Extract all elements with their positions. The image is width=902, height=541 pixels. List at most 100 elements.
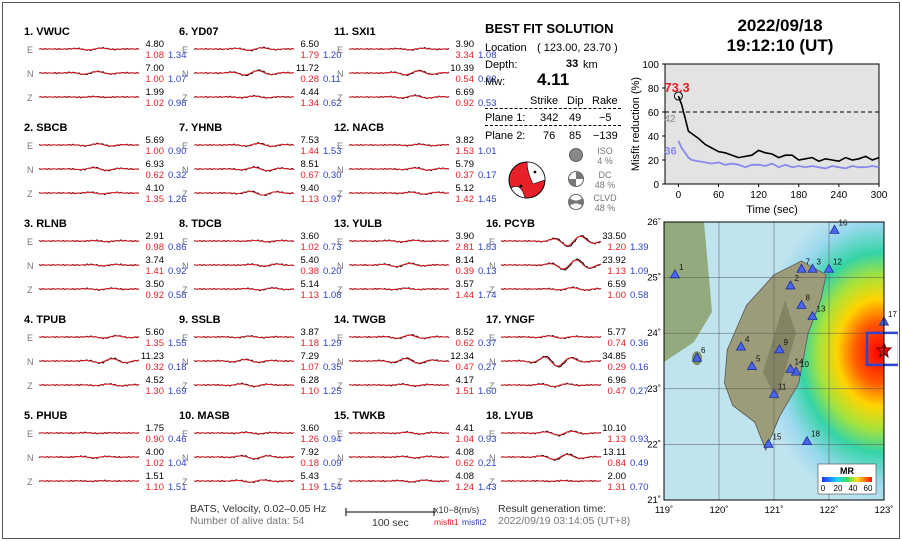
component-label: N bbox=[27, 453, 34, 463]
synthetic-trace bbox=[39, 96, 139, 98]
misfit2-value: 0.90 bbox=[168, 146, 187, 157]
component-label: N bbox=[337, 453, 344, 463]
misfit2-value: 0.98 bbox=[168, 98, 187, 109]
component-label: E bbox=[182, 333, 188, 343]
misfit1-value: 0.39 bbox=[456, 266, 475, 277]
misfit1-value: 1.34 bbox=[301, 98, 320, 109]
component-label: N bbox=[182, 165, 189, 175]
component-label: N bbox=[27, 357, 34, 367]
mr-colorbar-tick: 40 bbox=[849, 484, 858, 493]
peak-amplitude: 6.69 bbox=[456, 87, 475, 98]
component-label: E bbox=[182, 237, 188, 247]
station-label: 15 bbox=[773, 432, 782, 441]
peak-amplitude: 4.41 bbox=[456, 423, 475, 434]
component-label: E bbox=[182, 45, 188, 55]
synthetic-trace bbox=[349, 191, 450, 195]
peak-amplitude: 6.96 bbox=[608, 375, 627, 386]
time-scale-bar bbox=[345, 508, 435, 516]
synthetic-trace bbox=[194, 70, 294, 76]
station-triangle bbox=[801, 435, 813, 446]
misfit2-value: 1.29 bbox=[323, 338, 342, 349]
peak-amplitude: 33.50 bbox=[602, 231, 626, 242]
misfit1-value: 1.44 bbox=[456, 290, 475, 301]
plane2-dip: 85 bbox=[569, 130, 582, 142]
misfit1-value: 2.81 bbox=[456, 242, 475, 253]
result-label: Result generation time: bbox=[498, 503, 606, 515]
misfit1-value: 1.44 bbox=[301, 146, 320, 157]
peak-amplitude: 13.11 bbox=[603, 447, 626, 458]
synthetic-trace bbox=[501, 383, 601, 388]
y-tick-label: 80 bbox=[648, 84, 660, 95]
station-label: 13 bbox=[817, 305, 826, 314]
best-fit-title: BEST FIT SOLUTION bbox=[485, 21, 614, 36]
longitude-label: 123˚ bbox=[874, 505, 893, 516]
component-label: E bbox=[337, 429, 343, 439]
misfit2-value: 1.26 bbox=[168, 194, 187, 205]
station-triangle bbox=[807, 263, 818, 273]
misfit2-value: 0.46 bbox=[168, 434, 187, 445]
synthetic-trace bbox=[501, 356, 601, 367]
component-label: N bbox=[27, 165, 34, 175]
depth-unit: km bbox=[583, 59, 598, 71]
component-label: N bbox=[489, 453, 496, 463]
station-name: 18. LYUB bbox=[486, 410, 533, 422]
station-triangle bbox=[796, 299, 807, 309]
component-label: N bbox=[27, 261, 34, 271]
latitude-label: 26˚ bbox=[647, 218, 661, 228]
station-panel: 10. MASB E 3.601.26 0.94 N 7.920.18 0.09 Z 5.431… bbox=[179, 410, 342, 493]
misfit1-value: 0.84 bbox=[608, 458, 627, 469]
component-label: N bbox=[489, 261, 496, 271]
station-panel: 9. SSLB E 3.871.18 1.29 N 7.291.07 0.35 Z 6.281.… bbox=[179, 314, 342, 397]
station-label: 5 bbox=[756, 355, 761, 364]
peak-amplitude: 9.40 bbox=[301, 183, 320, 194]
station-triangle bbox=[829, 224, 840, 234]
misfit2-value: 0.86 bbox=[168, 242, 187, 253]
misfit1-value: 1.02 bbox=[301, 242, 320, 253]
station-name: 1. VWUC bbox=[24, 26, 70, 38]
latitude-label: 23˚ bbox=[647, 384, 661, 395]
synthetic-trace bbox=[194, 95, 294, 99]
synthetic-trace bbox=[349, 167, 450, 171]
component-label: N bbox=[337, 69, 344, 79]
synthetic-trace bbox=[501, 287, 602, 291]
unit-label: x10−8(m/s) bbox=[434, 505, 480, 515]
peak-amplitude: 3.82 bbox=[456, 135, 475, 146]
misfit2-value: 0.32 bbox=[168, 170, 187, 181]
x-tick-label: 60 bbox=[713, 190, 725, 201]
clvd-label: CLVD 48 % bbox=[593, 193, 617, 213]
component-label: Z bbox=[182, 285, 188, 295]
component-label: Z bbox=[489, 477, 495, 487]
synthetic-trace bbox=[349, 455, 450, 459]
secondary-reduction-line bbox=[677, 140, 880, 170]
component-label: N bbox=[182, 261, 189, 271]
misfit1-value: 1.18 bbox=[301, 338, 320, 349]
component-label: E bbox=[182, 429, 188, 439]
synthetic-trace bbox=[349, 95, 450, 99]
component-label: E bbox=[337, 333, 343, 343]
station-name: 10. MASB bbox=[179, 410, 230, 422]
station-panel: 4. TPUB E 5.601.35 1.55 N 11.230.32 0.18 Z 4.521… bbox=[24, 314, 187, 397]
misfit1-value: 1.20 bbox=[608, 242, 627, 253]
station-triangle bbox=[785, 363, 796, 373]
misfit2-value: 1.54 bbox=[323, 482, 342, 493]
synthetic-trace bbox=[349, 70, 450, 76]
misfit1-value: 1.24 bbox=[456, 482, 475, 493]
misfit2-value: 1.34 bbox=[168, 50, 187, 61]
peak-amplitude: 5.43 bbox=[301, 471, 320, 482]
peak-amplitude: 4.44 bbox=[301, 87, 320, 98]
mw-value: 4.11 bbox=[537, 70, 570, 89]
misfit1-value: 1.02 bbox=[146, 98, 165, 109]
plane2-rake: −139 bbox=[593, 130, 618, 142]
misfit2-value: 1.08 bbox=[323, 290, 342, 301]
misfit2-value: 0.97 bbox=[323, 194, 342, 205]
misfit2-value: 1.83 bbox=[478, 242, 497, 253]
misfit2-value: 1.69 bbox=[168, 386, 187, 397]
peak-amplitude: 4.00 bbox=[146, 447, 165, 458]
station-label: 6 bbox=[701, 346, 706, 355]
synthetic-trace bbox=[194, 479, 295, 483]
station-label: 9 bbox=[784, 338, 789, 347]
misfit2-value: 0.94 bbox=[323, 434, 342, 445]
synthetic-trace bbox=[349, 383, 449, 387]
misfit1-value: 0.98 bbox=[146, 242, 165, 253]
station-name: 9. SSLB bbox=[179, 314, 221, 326]
